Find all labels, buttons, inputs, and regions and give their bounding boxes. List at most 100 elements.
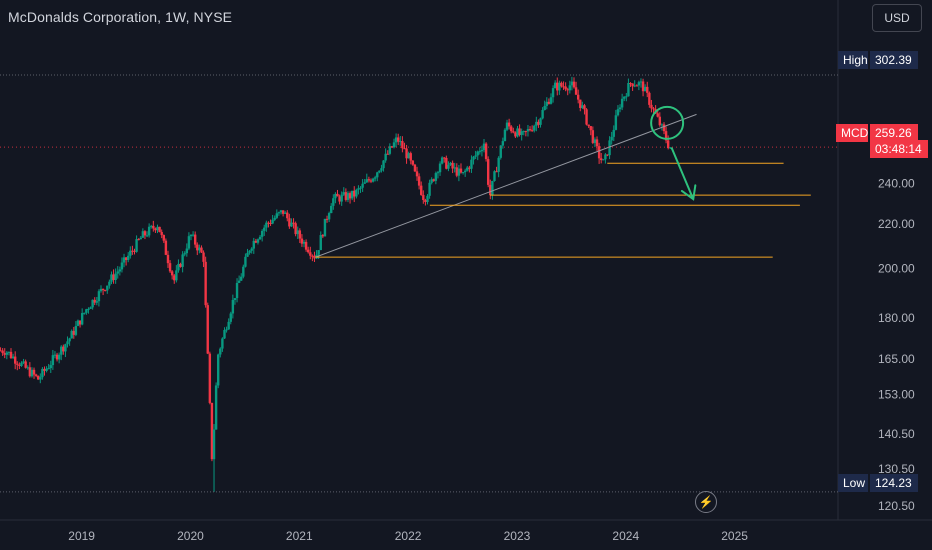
candle	[637, 80, 641, 91]
candle	[336, 189, 339, 197]
candle-body	[413, 164, 417, 172]
candle	[246, 248, 249, 257]
candle-body	[432, 179, 435, 181]
candle	[432, 178, 435, 182]
candle-body	[587, 124, 590, 127]
currency-button[interactable]: USD	[872, 4, 922, 32]
candle-body	[137, 239, 140, 241]
candle-body	[39, 377, 42, 380]
candle	[411, 160, 415, 166]
candle-body	[480, 149, 484, 152]
candle	[430, 177, 433, 185]
candle	[553, 80, 557, 89]
candle-body	[589, 126, 592, 131]
candle-body	[198, 247, 201, 251]
candle	[579, 99, 582, 112]
candle	[455, 163, 458, 178]
candle-body	[394, 137, 398, 143]
candle	[189, 234, 193, 241]
candle	[87, 307, 90, 314]
candle-body	[116, 271, 119, 274]
candle-body	[37, 375, 40, 380]
candle-body	[409, 153, 412, 161]
candle-body	[279, 210, 283, 213]
candle	[173, 274, 176, 284]
candle-body	[47, 368, 50, 370]
candle	[254, 238, 258, 244]
lightning-icon[interactable]: ⚡	[695, 491, 717, 513]
candle	[1, 348, 4, 356]
candle-body	[434, 173, 438, 181]
candle-body	[108, 281, 111, 286]
candle-body	[369, 180, 373, 182]
candle-body	[664, 131, 668, 141]
candle-body	[168, 263, 172, 272]
candle-body	[505, 122, 509, 130]
candle-body	[7, 351, 11, 353]
candle-body	[560, 82, 563, 87]
candle	[229, 311, 232, 325]
candle-body	[181, 254, 184, 267]
candle-body	[294, 223, 297, 235]
candle-body	[127, 255, 130, 260]
candle	[258, 234, 262, 240]
candle-body	[650, 104, 653, 109]
candle	[263, 224, 266, 236]
candle	[344, 188, 348, 202]
candle-body	[317, 250, 320, 255]
y-tick-label: 165.00	[878, 352, 915, 366]
y-tick-label: 220.00	[878, 217, 915, 231]
candle-body	[80, 313, 84, 325]
candle-body	[332, 198, 335, 206]
candle	[185, 243, 189, 257]
candle-body	[254, 240, 258, 243]
candle	[290, 218, 293, 227]
candle	[47, 363, 50, 370]
candle-body	[495, 171, 498, 173]
candle-body	[593, 139, 597, 143]
candle	[267, 221, 270, 228]
candle	[0, 347, 2, 352]
candle-body	[415, 171, 419, 177]
candle	[334, 192, 337, 204]
candle	[28, 362, 32, 378]
candle	[396, 133, 400, 145]
candle-body	[202, 252, 205, 262]
candle	[518, 124, 521, 137]
candle	[357, 185, 360, 195]
candle-body	[470, 159, 473, 169]
candle-body	[399, 141, 402, 143]
candle	[240, 273, 243, 281]
candle	[22, 358, 25, 365]
candle	[325, 215, 329, 223]
candle-body	[87, 308, 90, 310]
candle-body	[273, 217, 276, 220]
candle-body	[26, 367, 29, 369]
candle	[237, 275, 241, 284]
candle-body	[32, 369, 36, 375]
candle	[407, 151, 410, 159]
candle-body	[537, 121, 540, 125]
candle-body	[484, 143, 488, 160]
candle-body	[493, 171, 496, 181]
candle-body	[158, 226, 161, 233]
symbol-tag: MCD	[836, 124, 868, 142]
candle-body	[539, 118, 542, 125]
candle-body	[474, 155, 477, 157]
candle-body	[28, 367, 32, 377]
last-price-tag: 259.26	[870, 124, 918, 142]
candle-body	[200, 247, 203, 253]
candle	[118, 266, 122, 276]
candle-body	[396, 137, 400, 142]
candle-body	[635, 85, 638, 87]
candle	[106, 285, 109, 294]
candle-body	[11, 356, 15, 359]
candle-body	[623, 96, 626, 99]
candle-body	[520, 131, 523, 135]
candle	[401, 136, 404, 153]
candle	[516, 125, 519, 138]
candle	[235, 278, 239, 303]
candle-body	[141, 231, 145, 238]
candle-body	[193, 234, 197, 245]
